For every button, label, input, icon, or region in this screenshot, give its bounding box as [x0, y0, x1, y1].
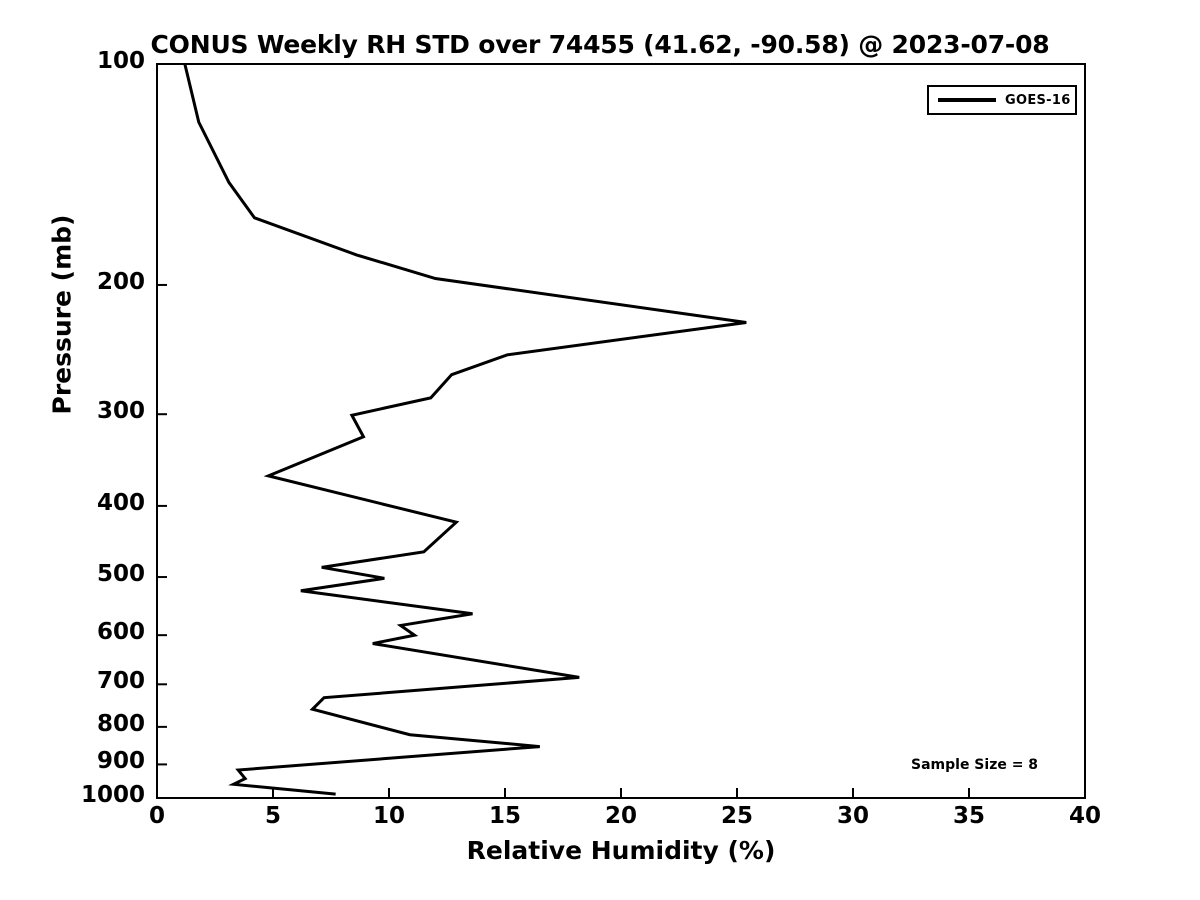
x-axis-ticks: [156, 788, 1086, 798]
x-tick-label: 35: [952, 803, 985, 829]
y-tick-label: 200: [96, 268, 145, 295]
y-tick-label: 500: [96, 561, 145, 588]
x-axis-label: Relative Humidity (%): [466, 836, 776, 865]
legend-line-swatch: [938, 98, 996, 102]
y-tick-label: 600: [96, 619, 145, 646]
data-line-goes-16: [183, 63, 747, 796]
y-tick-label: 100: [96, 48, 145, 74]
y-tick-label: 300: [96, 398, 145, 425]
x-tick-label: 30: [836, 803, 869, 829]
sample-size-annotation: Sample Size = 8: [911, 757, 1039, 773]
x-tick-label: 40: [1068, 803, 1101, 829]
legend-label-goes-16: GOES-16: [1005, 92, 1071, 108]
chart-title: CONUS Weekly RH STD over 74455 (41.62, -…: [150, 30, 1050, 59]
x-tick-label: 20: [604, 803, 637, 829]
x-tick-label: 0: [148, 803, 165, 829]
y-axis-label: Pressure (mb): [47, 214, 77, 415]
x-tick-label: 5: [264, 803, 281, 829]
x-tick-label: 15: [488, 803, 521, 829]
y-tick-label: 900: [96, 748, 145, 775]
x-tick-label: 10: [372, 803, 405, 829]
legend[interactable]: GOES-16: [927, 85, 1077, 115]
axes-frame: [156, 63, 1086, 799]
axes-border: [156, 63, 1086, 799]
y-tick-label: 1000: [80, 782, 145, 808]
y-tick-label: 800: [96, 710, 145, 737]
y-tick-label: 700: [96, 668, 145, 695]
data-series-group: [183, 63, 747, 796]
y-axis-ticks: [157, 63, 167, 799]
y-tick-label: 400: [96, 489, 145, 516]
x-tick-label: 25: [720, 803, 753, 829]
